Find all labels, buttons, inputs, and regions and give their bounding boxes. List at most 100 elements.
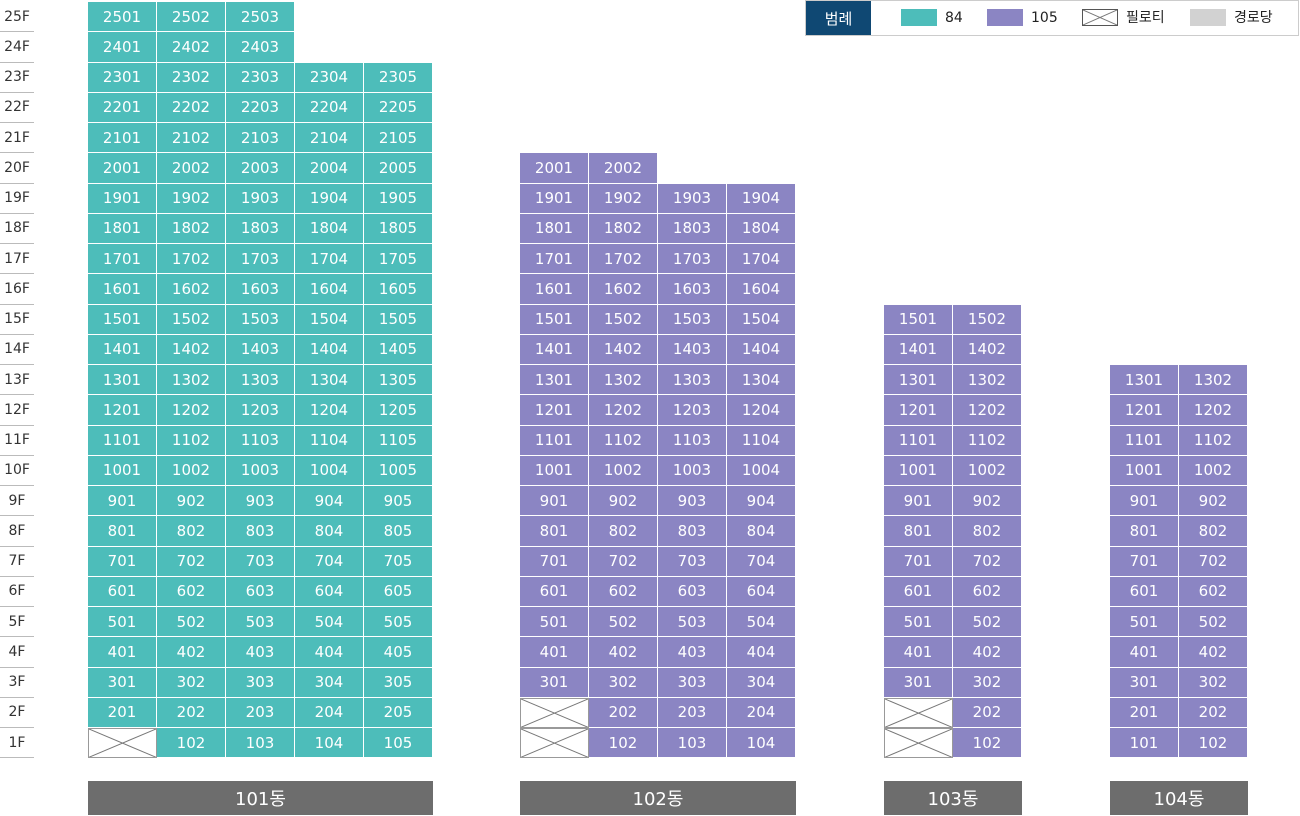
unit-cell: 402: [1179, 637, 1248, 668]
unit-cell: 2302: [157, 62, 226, 93]
unit-cell: 1003: [226, 455, 295, 486]
unit-cell: 1005: [364, 455, 433, 486]
floor-label: 23F: [0, 63, 34, 93]
unit-cell: 1903: [226, 183, 295, 214]
unit-cell: 1405: [364, 334, 433, 365]
unit-cell: 701: [520, 546, 589, 577]
piloti-cross: [885, 698, 952, 727]
unit-cell: 2303: [226, 62, 295, 93]
unit-cell: 601: [520, 576, 589, 607]
unit-cell: 203: [226, 697, 295, 728]
unit-cell: 702: [157, 546, 226, 577]
building-label: 103동: [884, 781, 1022, 815]
unit-cell: 2403: [226, 32, 295, 63]
unit-cell: 1904: [727, 183, 796, 214]
cross-line: [89, 729, 156, 758]
unit-cell: 1101: [88, 425, 157, 456]
unit-cell: 801: [520, 516, 589, 547]
unit-cell: 1203: [226, 395, 295, 426]
floor-label: 21F: [0, 123, 34, 154]
unit-cell: 1104: [295, 425, 364, 456]
unit-cell: 2401: [88, 32, 157, 63]
unit-cell: 1601: [520, 274, 589, 305]
floor-label: 15F: [0, 305, 34, 335]
unit-cell: 1501: [884, 304, 953, 335]
unit-cell: 1804: [727, 213, 796, 244]
unit-cell: 2501: [88, 2, 157, 33]
unit-cell: 1803: [226, 213, 295, 244]
unit-cell: 102: [589, 728, 658, 759]
unit-cell: 1401: [520, 334, 589, 365]
unit-cell: 401: [520, 637, 589, 668]
unit-cell: 201: [1110, 697, 1179, 728]
legend-label: 105: [1031, 10, 1058, 26]
unit-cell: 1102: [953, 425, 1022, 456]
unit-cell: 1404: [727, 334, 796, 365]
unit-cell: 501: [1110, 607, 1179, 638]
unit-cell: 2502: [157, 2, 226, 33]
floor-label: 22F: [0, 93, 34, 123]
unit-cell: 1105: [364, 425, 433, 456]
unit-cell: 1004: [295, 455, 364, 486]
building-label: 101동: [88, 781, 433, 815]
unit-cell: 1102: [589, 425, 658, 456]
unit-cell: 1903: [658, 183, 727, 214]
unit-cell: 403: [226, 637, 295, 668]
unit-cell: 1704: [727, 244, 796, 275]
unit-cell: 1301: [884, 365, 953, 396]
unit-cell: 403: [658, 637, 727, 668]
unit-cell: 404: [295, 637, 364, 668]
unit-cell: 1502: [589, 304, 658, 335]
unit-cell: 1604: [727, 274, 796, 305]
unit-cell: 1904: [295, 183, 364, 214]
unit-cell: 1502: [157, 304, 226, 335]
unit-cell: 1703: [226, 244, 295, 275]
unit-cell: 404: [727, 637, 796, 668]
unit-cell: 1002: [589, 455, 658, 486]
unit-cell: 604: [727, 576, 796, 607]
unit-cell: 1101: [520, 425, 589, 456]
unit-cell: 1801: [88, 213, 157, 244]
unit-cell: 704: [295, 546, 364, 577]
unit-cell: 702: [1179, 546, 1248, 577]
unit-cell: 601: [1110, 576, 1179, 607]
unit-cell: 304: [295, 667, 364, 698]
unit-cell: 2004: [295, 153, 364, 184]
unit-cell: 1302: [589, 365, 658, 396]
piloti-cross: [521, 729, 588, 758]
floor-label: 25F: [0, 2, 34, 33]
unit-cell: 1303: [226, 365, 295, 396]
unit-cell: 1701: [520, 244, 589, 275]
floor-label: 5F: [0, 607, 34, 638]
unit-cell: 1901: [88, 183, 157, 214]
unit-cell: 302: [953, 667, 1022, 698]
unit-cell: 1602: [157, 274, 226, 305]
legend-swatch: [987, 9, 1023, 26]
unit-cell: 2201: [88, 92, 157, 123]
unit-cell: 702: [589, 546, 658, 577]
unit-cell: 2002: [157, 153, 226, 184]
floor-label: 14F: [0, 335, 34, 365]
piloti-cell: [884, 697, 953, 728]
unit-cell: 1902: [157, 183, 226, 214]
unit-cell: 401: [88, 637, 157, 668]
unit-cell: 1603: [226, 274, 295, 305]
unit-cell: 602: [589, 576, 658, 607]
unit-cell: 1301: [88, 365, 157, 396]
unit-cell: 103: [226, 728, 295, 759]
unit-cell: 602: [1179, 576, 1248, 607]
floor-label: 4F: [0, 637, 34, 668]
unit-cell: 401: [1110, 637, 1179, 668]
unit-cell: 1102: [157, 425, 226, 456]
unit-cell: 804: [727, 516, 796, 547]
unit-cell: 202: [157, 697, 226, 728]
unit-cell: 503: [226, 607, 295, 638]
unit-cell: 301: [88, 667, 157, 698]
unit-cell: 1002: [953, 455, 1022, 486]
unit-cell: 2001: [88, 153, 157, 184]
unit-cell: 701: [884, 546, 953, 577]
floor-label: 12F: [0, 395, 34, 426]
unit-cell: 1303: [658, 365, 727, 396]
unit-cell: 602: [953, 576, 1022, 607]
unit-cell: 202: [953, 697, 1022, 728]
